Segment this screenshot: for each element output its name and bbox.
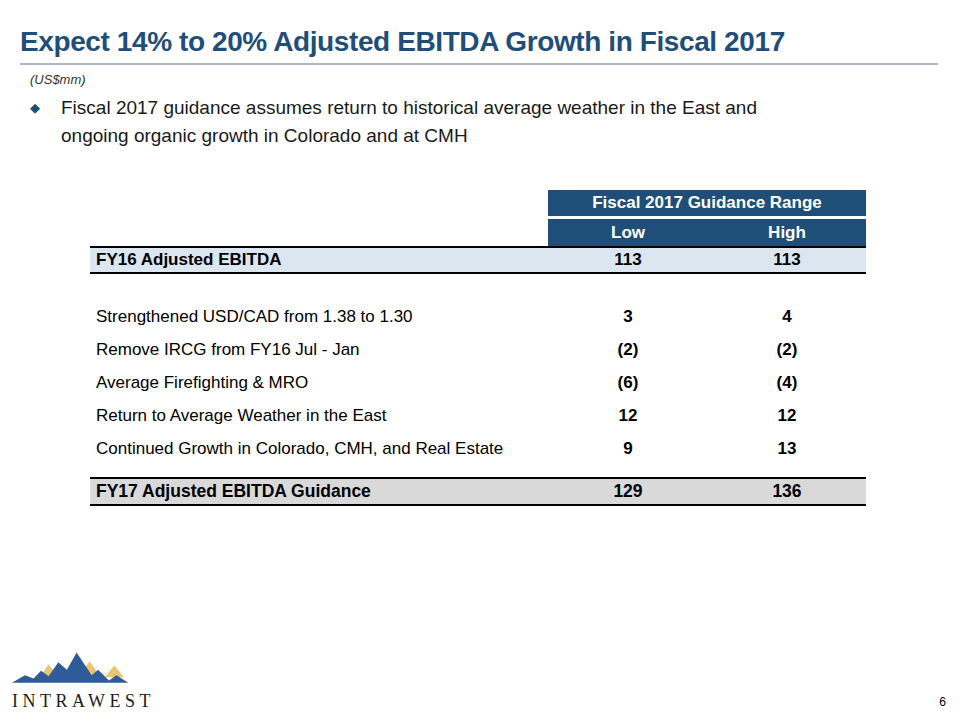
row-value-low: 113 [548, 250, 708, 270]
row-value-low: (2) [548, 340, 708, 360]
row-value-high: 12 [708, 406, 866, 426]
row-value-low: 12 [548, 406, 708, 426]
row-label: FY17 Adjusted EBITDA Guidance [90, 481, 548, 502]
table-subheader: Low High [548, 219, 866, 246]
row-value-high: 4 [708, 307, 866, 327]
table-header: Fiscal 2017 Guidance Range [548, 190, 866, 216]
row-value-low: 3 [548, 307, 708, 327]
intrawest-logo: INTRAWEST [12, 646, 162, 712]
table-row: Average Firefighting & MRO (6) (4) [90, 366, 866, 399]
page-number: 6 [939, 695, 946, 709]
row-label: Remove IRCG from FY16 Jul - Jan [90, 340, 548, 360]
row-value-high: (2) [708, 340, 866, 360]
row-value-high: 13 [708, 439, 866, 459]
table-body-rows: Strengthened USD/CAD from 1.38 to 1.30 3… [90, 300, 866, 465]
table-row: Return to Average Weather in the East 12… [90, 399, 866, 432]
mountain-logo-icon [12, 646, 152, 686]
title-divider [20, 63, 938, 65]
guidance-table: Fiscal 2017 Guidance Range Low High FY16… [90, 190, 866, 506]
row-value-low: 9 [548, 439, 708, 459]
table-row-fy17-total: FY17 Adjusted EBITDA Guidance 129 136 [90, 477, 866, 506]
row-value-low: 129 [548, 481, 708, 502]
row-label: Return to Average Weather in the East [90, 406, 548, 426]
row-label: Strengthened USD/CAD from 1.38 to 1.30 [90, 307, 548, 327]
table-row: Continued Growth in Colorado, CMH, and R… [90, 432, 866, 465]
row-value-high: (4) [708, 373, 866, 393]
logo-text: INTRAWEST [12, 691, 162, 712]
bullet-item: ◆ Fiscal 2017 guidance assumes return to… [30, 94, 806, 150]
diamond-bullet-icon: ◆ [30, 94, 40, 150]
page-title: Expect 14% to 20% Adjusted EBITDA Growth… [20, 26, 944, 58]
row-value-high: 136 [708, 481, 866, 502]
table-row: Strengthened USD/CAD from 1.38 to 1.30 3… [90, 300, 866, 333]
table-row: Remove IRCG from FY16 Jul - Jan (2) (2) [90, 333, 866, 366]
column-header-high: High [708, 219, 866, 246]
row-label: Average Firefighting & MRO [90, 373, 548, 393]
slide: Expect 14% to 20% Adjusted EBITDA Growth… [0, 0, 960, 720]
table-row-fy16-base: FY16 Adjusted EBITDA 113 113 [90, 246, 866, 274]
row-label: FY16 Adjusted EBITDA [90, 250, 548, 270]
row-value-high: 113 [708, 250, 866, 270]
bullet-text: Fiscal 2017 guidance assumes return to h… [61, 94, 806, 150]
row-value-low: (6) [548, 373, 708, 393]
column-header-low: Low [548, 219, 708, 246]
row-label: Continued Growth in Colorado, CMH, and R… [90, 439, 548, 459]
units-note: (US$mm) [30, 72, 86, 87]
